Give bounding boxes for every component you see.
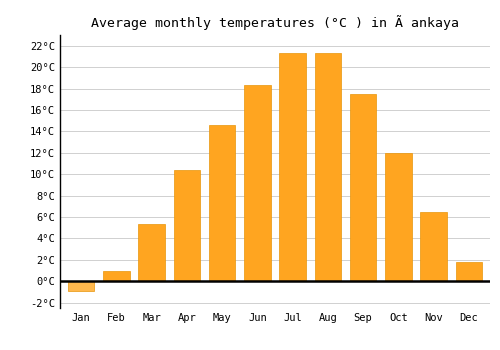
Bar [385,153,411,281]
Bar [456,262,482,281]
Bar [280,53,306,281]
Bar [174,170,200,281]
Bar [209,125,236,281]
Bar [350,94,376,281]
Bar [420,212,447,281]
Bar [138,224,165,281]
Bar [244,85,270,281]
Bar [103,271,130,281]
Bar [68,281,94,291]
Title: Average monthly temperatures (°C ) in Ã ankaya: Average monthly temperatures (°C ) in Ã … [91,15,459,30]
Bar [314,53,341,281]
